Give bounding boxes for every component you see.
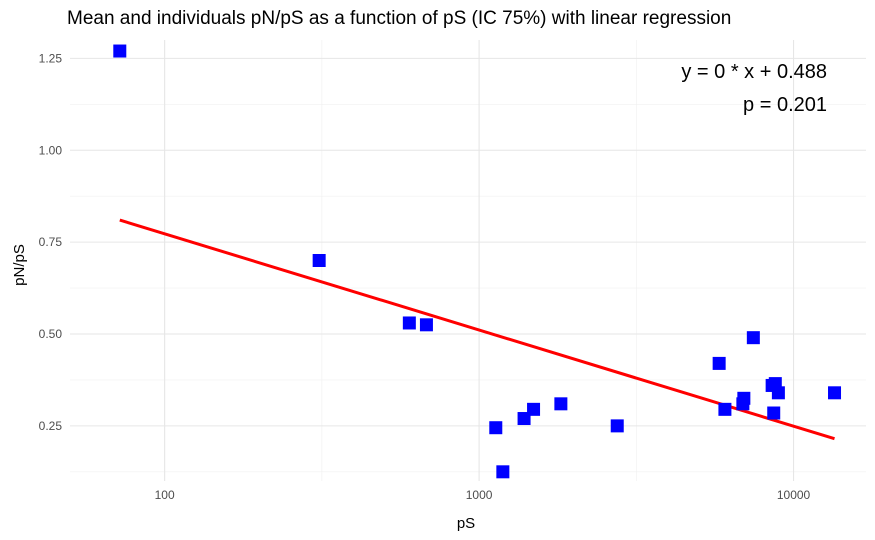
x-tick-labels: 100 1000 10000 bbox=[155, 488, 811, 502]
data-point bbox=[402, 316, 416, 330]
y-tick-labels: 0.25 0.50 0.75 1.00 1.25 bbox=[39, 51, 63, 433]
regression-line bbox=[119, 218, 835, 441]
x-tick-label: 100 bbox=[155, 488, 175, 502]
y-tick-label: 0.25 bbox=[39, 419, 63, 433]
x-tick-label: 1000 bbox=[466, 488, 493, 502]
regression-equation: y = 0 * x + 0.488 bbox=[681, 61, 827, 83]
data-point bbox=[419, 318, 433, 332]
grid bbox=[70, 40, 866, 481]
y-tick-label: 0.50 bbox=[39, 327, 63, 341]
data-point bbox=[737, 391, 751, 405]
y-tick-label: 1.25 bbox=[39, 51, 63, 65]
data-point bbox=[712, 356, 726, 370]
x-axis-label: pS bbox=[457, 515, 475, 532]
data-point bbox=[113, 44, 127, 58]
regression-line-group bbox=[119, 218, 835, 441]
data-point bbox=[828, 386, 842, 400]
y-tick-label: 0.75 bbox=[39, 235, 63, 249]
data-point bbox=[610, 419, 624, 433]
data-point bbox=[767, 406, 781, 420]
data-point bbox=[496, 465, 510, 479]
data-point bbox=[489, 421, 503, 435]
chart-title: Mean and individuals pN/pS as a function… bbox=[67, 8, 731, 29]
data-point bbox=[554, 397, 568, 411]
y-axis-label: pN/pS bbox=[11, 244, 28, 286]
data-points bbox=[113, 44, 842, 479]
y-tick-label: 1.00 bbox=[39, 143, 63, 157]
data-point bbox=[527, 402, 541, 416]
data-point bbox=[718, 402, 732, 416]
data-point bbox=[312, 254, 326, 267]
data-point bbox=[771, 386, 785, 400]
data-point bbox=[746, 331, 760, 345]
x-tick-label: 10000 bbox=[777, 488, 811, 502]
p-value-annotation: p = 0.201 bbox=[743, 94, 827, 116]
